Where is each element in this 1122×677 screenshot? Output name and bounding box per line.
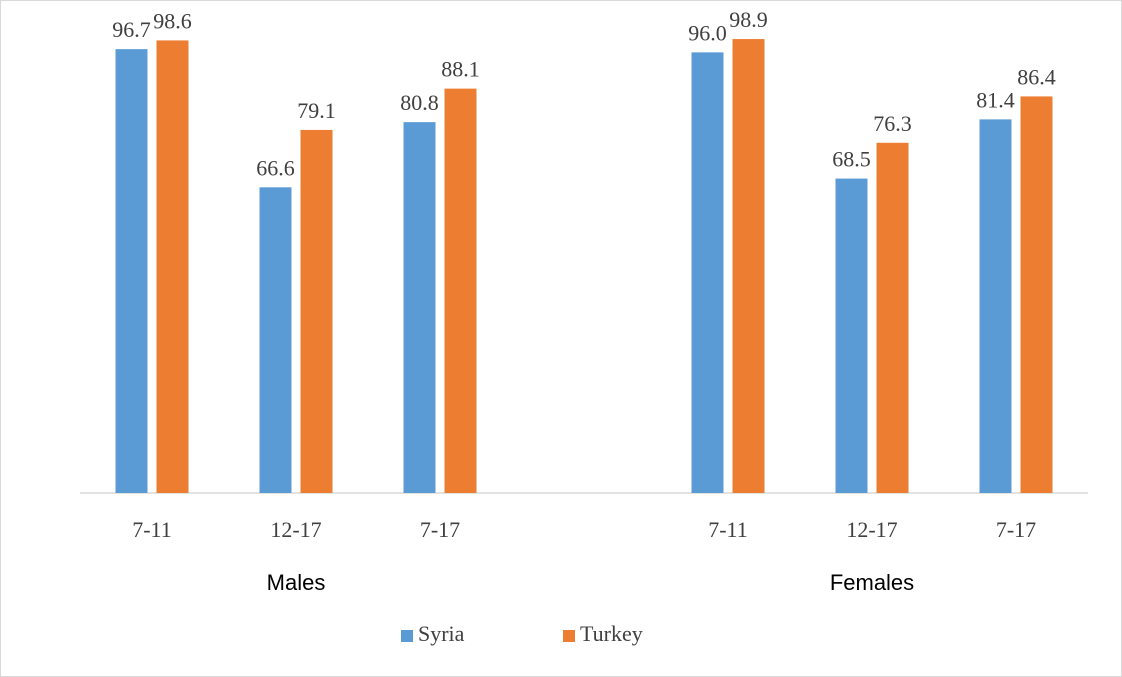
bar [300, 129, 333, 493]
bar [115, 49, 148, 493]
data-label: 96.0 [688, 20, 727, 45]
x-tick-label: 12-17 [270, 517, 321, 542]
x-tick-label: 7-11 [132, 517, 172, 542]
group-label: Females [830, 570, 914, 595]
data-label: 86.4 [1017, 64, 1056, 89]
legend-label: Turkey [580, 621, 643, 646]
bar [732, 39, 765, 493]
data-label: 98.9 [729, 7, 768, 32]
bar [691, 52, 724, 494]
data-label: 98.6 [153, 8, 192, 33]
x-tick-label: 12-17 [846, 517, 897, 542]
x-tick-label: 7-17 [420, 517, 460, 542]
x-tick-label: 7-11 [708, 517, 748, 542]
legend-swatch [563, 630, 575, 642]
data-label: 66.6 [256, 155, 295, 180]
data-label: 81.4 [976, 87, 1015, 112]
data-label: 96.7 [112, 17, 151, 42]
legend-swatch [401, 630, 413, 642]
bar [835, 178, 868, 493]
bar [156, 40, 189, 494]
legend-label: Syria [418, 621, 465, 646]
data-label: 80.8 [400, 90, 439, 115]
data-label: 68.5 [832, 147, 871, 172]
bar [1020, 96, 1053, 493]
x-tick-label: 7-17 [996, 517, 1036, 542]
bar [444, 88, 477, 493]
bar [259, 187, 292, 493]
bar [403, 122, 436, 494]
data-label: 88.1 [441, 57, 480, 82]
bar [979, 119, 1012, 494]
data-label: 76.3 [873, 111, 912, 136]
data-label: 79.1 [297, 98, 336, 123]
bar [876, 142, 909, 493]
group-label: Males [267, 570, 326, 595]
